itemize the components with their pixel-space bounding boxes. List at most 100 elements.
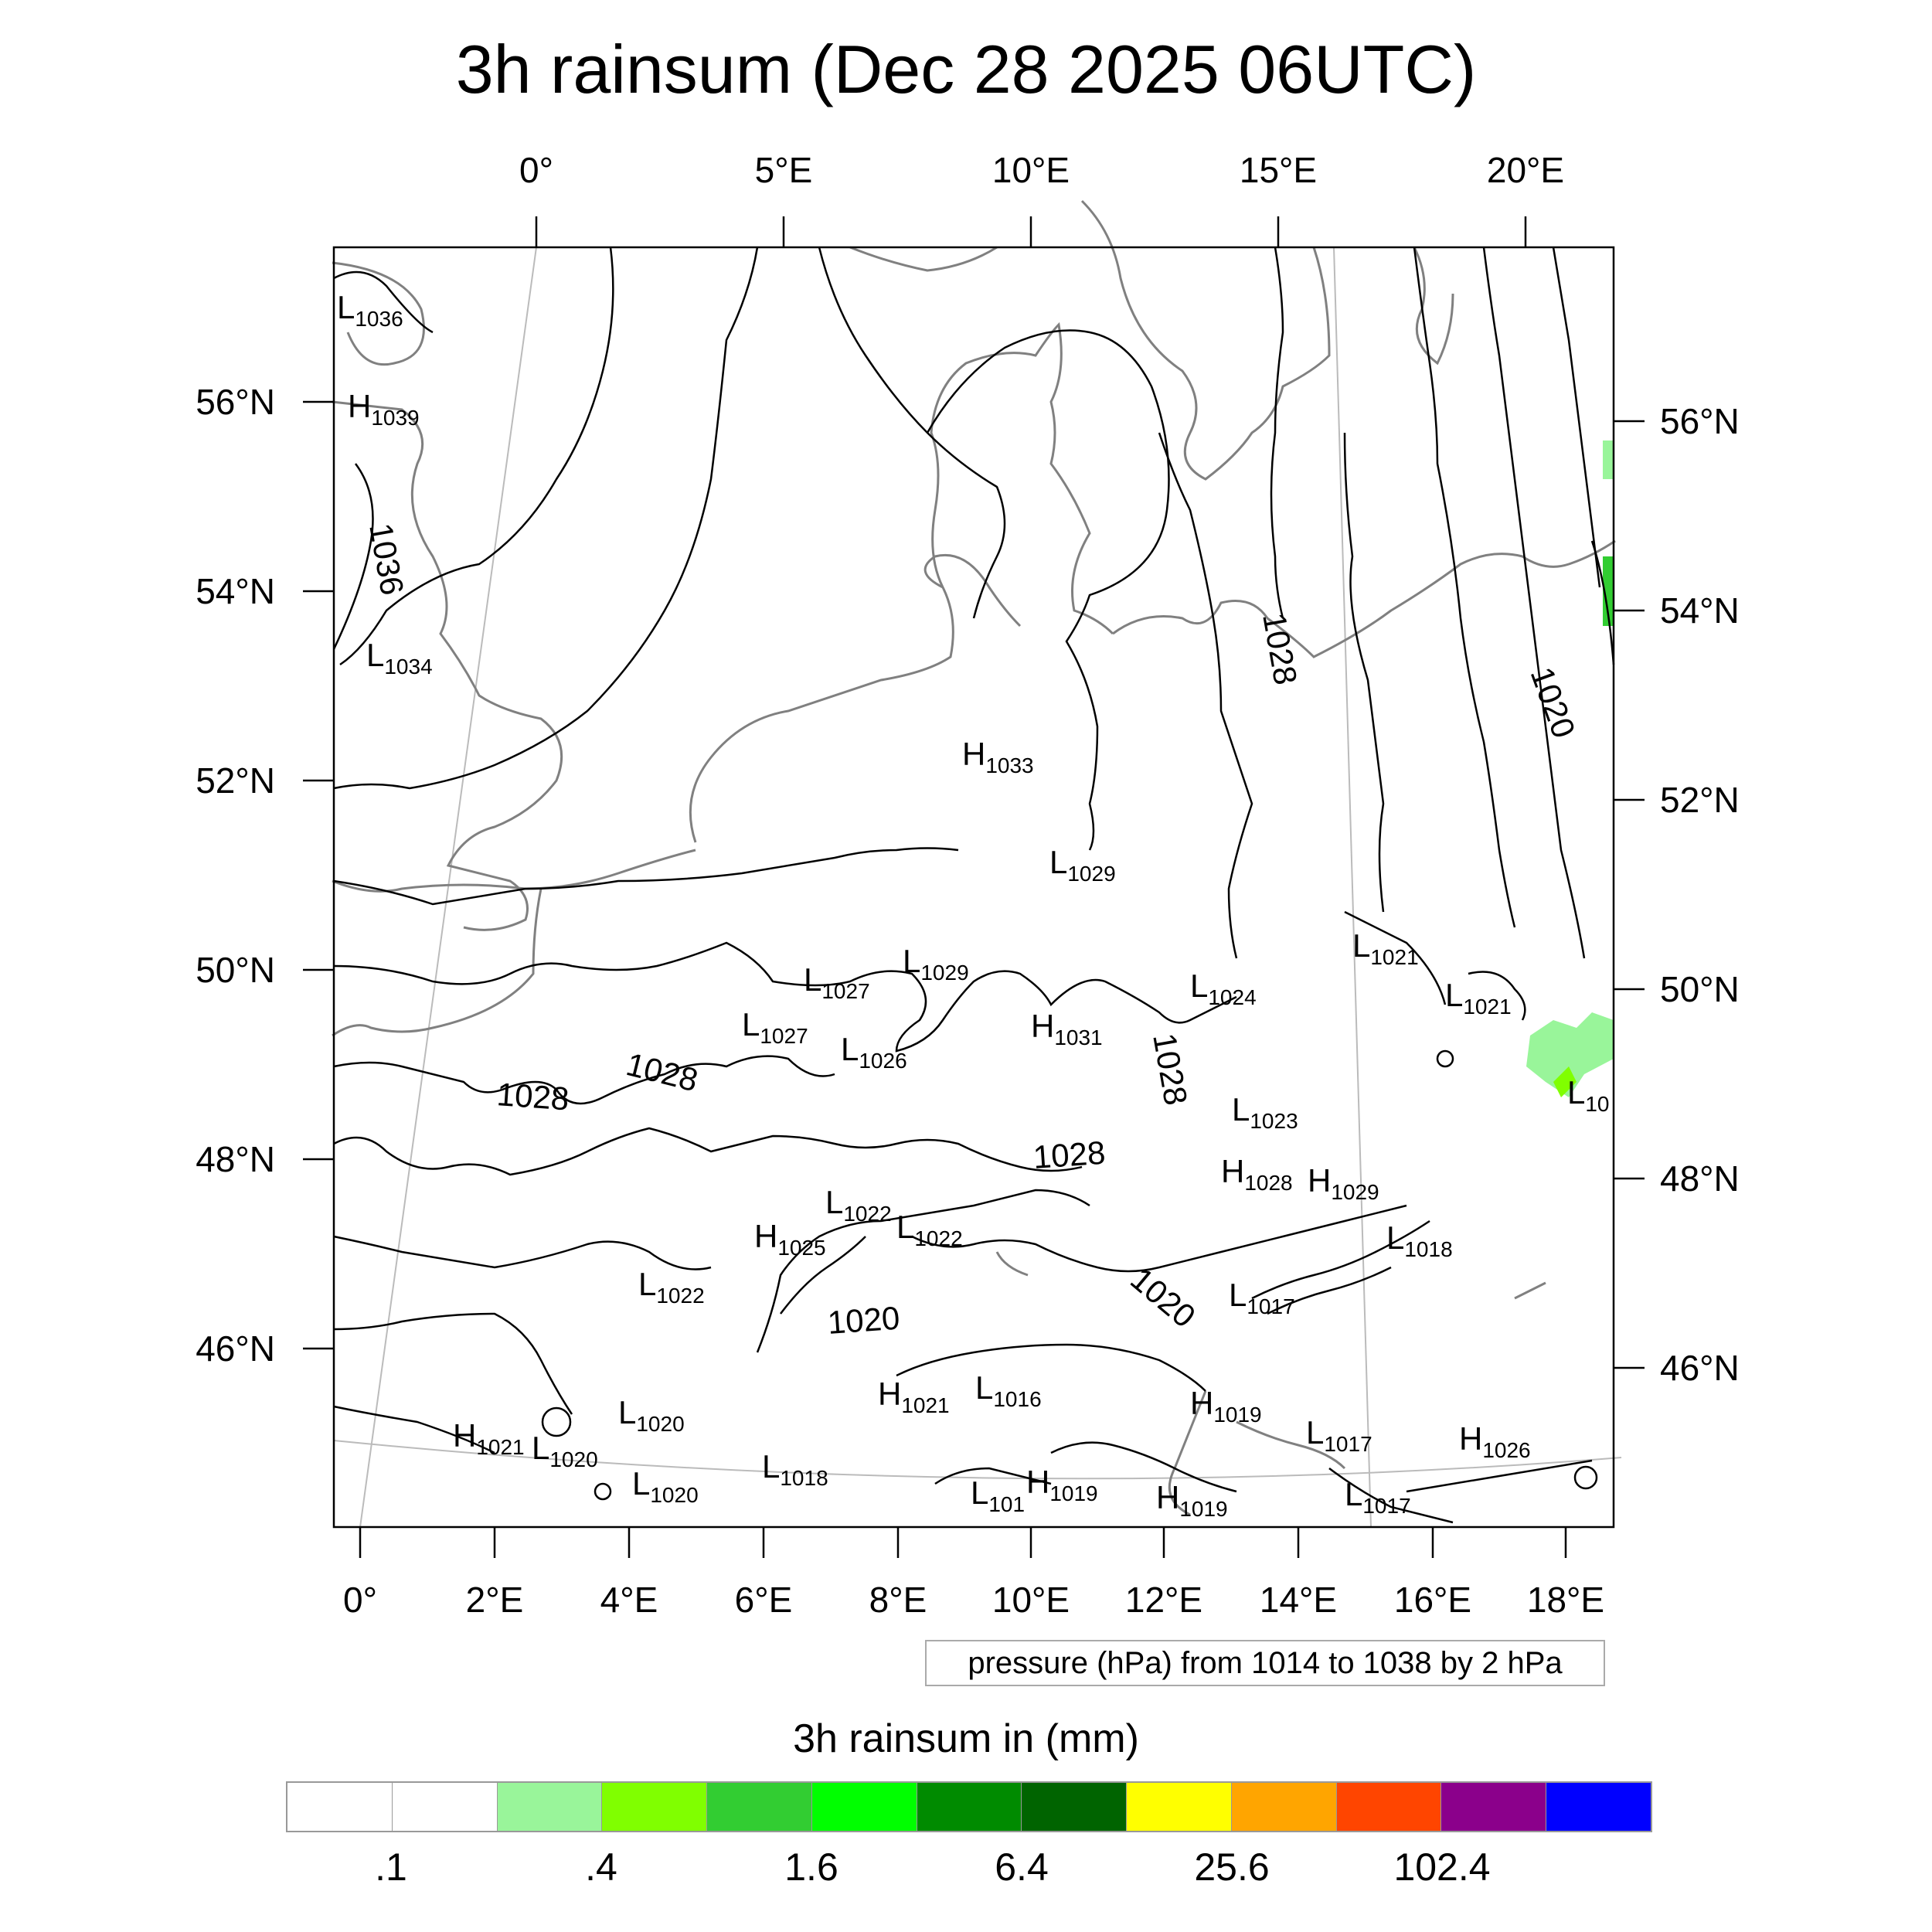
top-lon-label: 0° — [519, 150, 553, 190]
bottom-lon-label: 16°E — [1394, 1580, 1471, 1620]
left-lat-label: 48°N — [196, 1139, 275, 1179]
pressure-center-label: H1019 — [1156, 1479, 1228, 1521]
right-lat-label: 56°N — [1660, 401, 1740, 441]
pressure-center-label: L10 — [1567, 1074, 1610, 1116]
axis-ticks — [303, 216, 1645, 1558]
bottom-lon-label: 4°E — [600, 1580, 658, 1620]
isobar-label: 1020 — [826, 1300, 900, 1341]
top-lon-label: 20°E — [1487, 150, 1564, 190]
pressure-center-label: H1026 — [1459, 1420, 1531, 1462]
pressure-center-label: H1033 — [962, 736, 1034, 777]
colorbar-box — [1336, 1783, 1442, 1831]
pressure-center-label: L1020 — [632, 1465, 699, 1507]
contour-info-box: pressure (hPa) from 1014 to 1038 by 2 hP… — [925, 1640, 1605, 1686]
right-lat-label: 48°N — [1660, 1158, 1740, 1199]
bottom-lon-label: 18°E — [1527, 1580, 1604, 1620]
pressure-center-label: L1027 — [804, 961, 870, 1003]
left-lat-label: 56°N — [196, 382, 275, 422]
right-latitude-labels: 56°N 54°N 52°N 50°N 48°N 46°N — [1660, 401, 1740, 1388]
isobar-label: 1028 — [1032, 1134, 1106, 1175]
left-lat-label: 46°N — [196, 1328, 275, 1369]
left-lat-label: 50°N — [196, 950, 275, 990]
colorbar-title: 3h rainsum in (mm) — [793, 1716, 1139, 1761]
colorbar-box — [602, 1783, 708, 1831]
colorbar-label: 102.4 — [1393, 1845, 1491, 1889]
pressure-center-label: L101 — [971, 1475, 1025, 1516]
right-lat-label: 50°N — [1660, 969, 1740, 1009]
bottom-lon-label: 12°E — [1125, 1580, 1202, 1620]
pressure-center-label: L1018 — [1386, 1219, 1453, 1261]
pressure-center-label: L1022 — [825, 1184, 892, 1226]
pressure-center-label: L1029 — [903, 943, 969, 985]
right-lat-label: 46°N — [1660, 1348, 1740, 1388]
bottom-lon-label: 0° — [343, 1580, 377, 1620]
pressure-centers: L1036 H1039 L1034 H1033 L1029 L1029 L102… — [337, 289, 1610, 1521]
pressure-center-label: L1029 — [1049, 844, 1116, 886]
isobar-label: 1036 — [362, 520, 411, 597]
isobar-label: 1028 — [1146, 1030, 1195, 1107]
pressure-center-label: H1039 — [348, 388, 420, 430]
graticule — [333, 247, 1622, 1528]
top-longitude-labels: 0° 5°E 10°E 15°E 20°E — [519, 150, 1564, 190]
left-lat-label: 52°N — [196, 760, 275, 801]
left-latitude-labels: 56°N 54°N 52°N 50°N 48°N 46°N — [196, 382, 275, 1369]
pressure-center-label: H1019 — [1190, 1385, 1262, 1427]
pressure-center-label: L1027 — [742, 1006, 808, 1048]
colorbar-box — [1127, 1783, 1232, 1831]
pressure-center-label: L1020 — [532, 1430, 598, 1471]
pressure-center-label: H1019 — [1026, 1464, 1098, 1505]
pressure-center-label: H1021 — [453, 1417, 525, 1459]
colorbar-box — [1022, 1783, 1128, 1831]
pressure-center-label: H1029 — [1308, 1162, 1379, 1204]
bottom-lon-label: 6°E — [735, 1580, 793, 1620]
top-lon-label: 10°E — [992, 150, 1070, 190]
colorbar-box — [917, 1783, 1022, 1831]
pressure-center-label: L1034 — [366, 637, 433, 679]
colorbar-box — [1231, 1783, 1337, 1831]
pressure-center-label: L1026 — [841, 1031, 907, 1073]
colorbar-box — [497, 1783, 603, 1831]
pressure-center-label: L1021 — [1352, 927, 1419, 969]
colorbar-label: 6.4 — [995, 1845, 1049, 1889]
bottom-longitude-labels: 0° 2°E 4°E 6°E 8°E 10°E 12°E 14°E 16°E 1… — [343, 1580, 1604, 1620]
pressure-center-label: L1016 — [975, 1369, 1042, 1411]
rain-shading — [1526, 440, 1614, 1097]
pressure-center-label: L1017 — [1229, 1277, 1295, 1318]
coastlines — [332, 199, 1616, 1516]
pressure-center-label: H1025 — [754, 1218, 826, 1260]
pressure-center-label: L1021 — [1445, 977, 1512, 1019]
left-lat-label: 54°N — [196, 571, 275, 611]
isobar-labels: 1036 1028 1028 1028 1028 1028 1020 1020 … — [362, 520, 1583, 1341]
colorbar-box — [287, 1783, 393, 1831]
colorbar-box — [707, 1783, 812, 1831]
colorbar-box — [811, 1783, 917, 1831]
map-frame — [332, 246, 1615, 1529]
map-title: 3h rainsum (Dec 28 2025 06UTC) — [455, 31, 1477, 107]
pressure-center-label: L1017 — [1306, 1414, 1372, 1456]
pressure-center-label: L1023 — [1232, 1091, 1298, 1133]
pressure-center-label: H1028 — [1221, 1153, 1293, 1195]
colorbar-box — [1441, 1783, 1547, 1831]
bottom-lon-label: 14°E — [1260, 1580, 1337, 1620]
isobar-label: 1020 — [1524, 662, 1583, 743]
pressure-center-label: L1024 — [1190, 968, 1257, 1009]
isobar-label: 1028 — [623, 1046, 702, 1098]
colorbar-label: 1.6 — [784, 1845, 838, 1889]
pressure-center-label: L1018 — [762, 1448, 828, 1490]
pressure-center-label: L1020 — [618, 1394, 685, 1436]
colorbar-box — [1546, 1783, 1651, 1831]
right-lat-label: 54°N — [1660, 590, 1740, 631]
pressure-center-label: L1022 — [896, 1209, 963, 1250]
colorbar-box — [392, 1783, 498, 1831]
bottom-lon-label: 10°E — [992, 1580, 1070, 1620]
bottom-lon-label: 8°E — [869, 1580, 927, 1620]
bottom-lon-label: 2°E — [466, 1580, 524, 1620]
colorbar-label: .1 — [375, 1845, 407, 1889]
isobar-label: 1028 — [495, 1076, 570, 1117]
colorbar-label: .4 — [585, 1845, 617, 1889]
top-lon-label: 15°E — [1240, 150, 1317, 190]
pressure-center-label: L1036 — [337, 289, 403, 331]
isobar-label: 1028 — [1256, 610, 1304, 687]
colorbar-label: 25.6 — [1194, 1845, 1270, 1889]
